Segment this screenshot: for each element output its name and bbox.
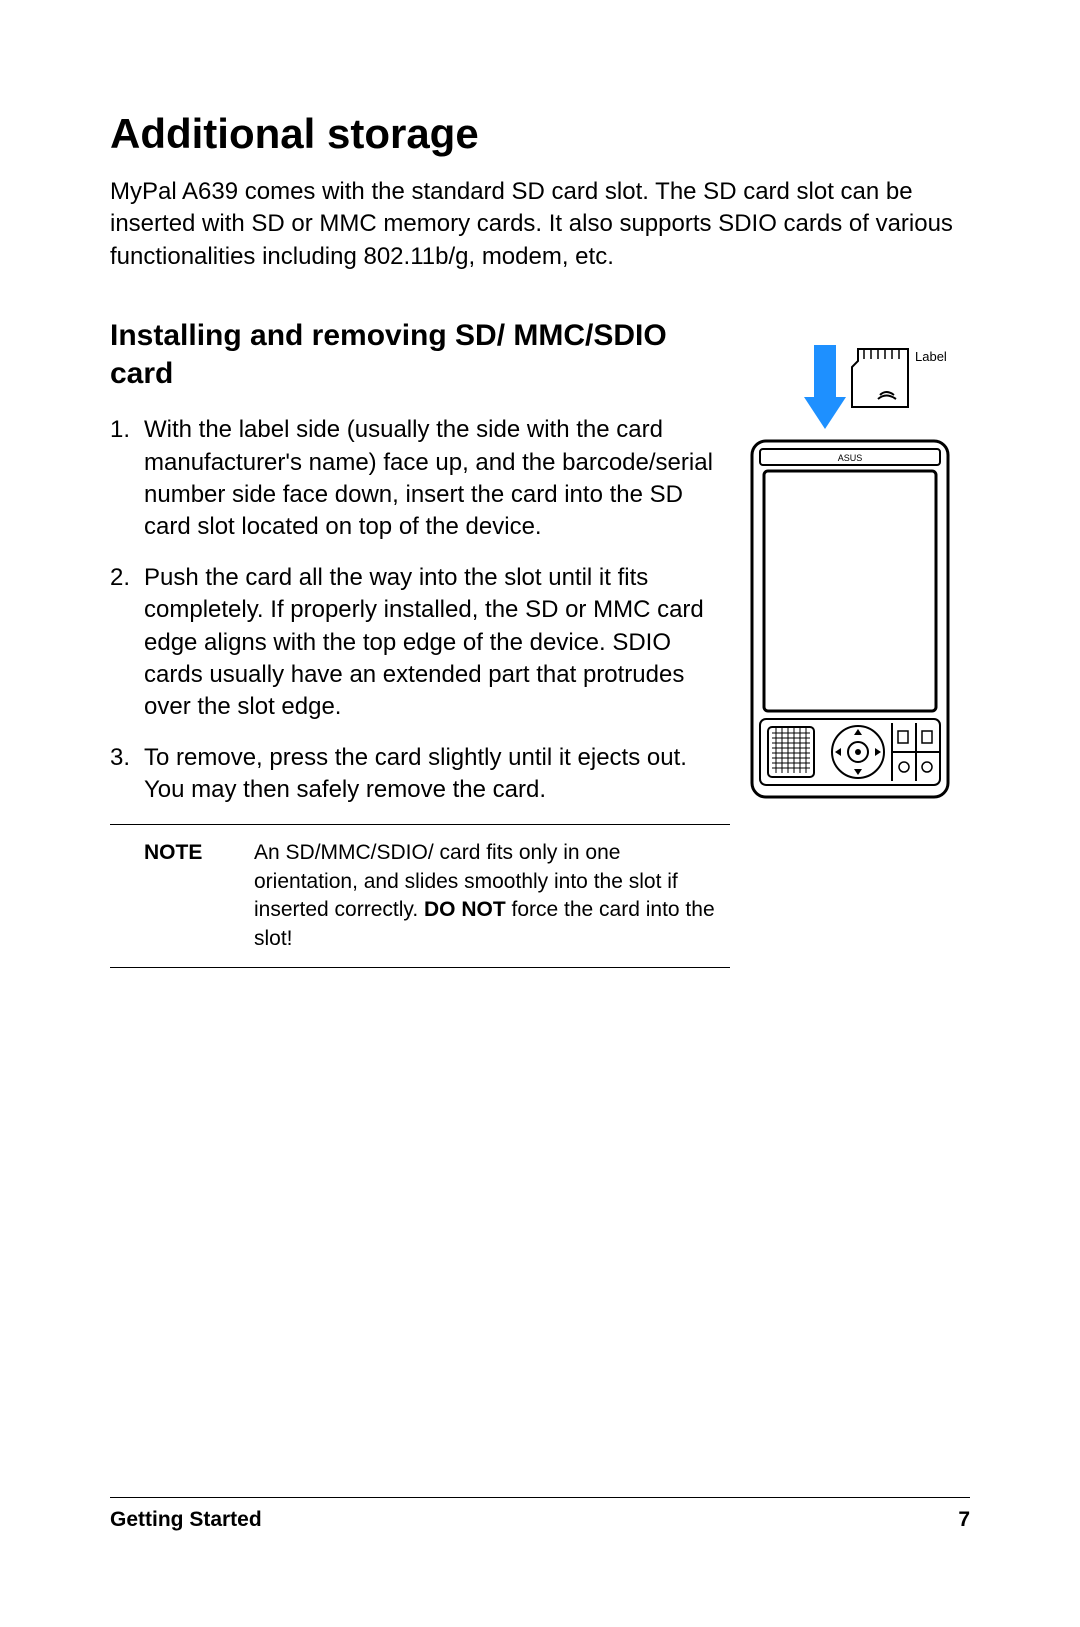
- list-number: 1.: [110, 414, 144, 544]
- sd-card-icon: [852, 349, 908, 407]
- list-number: 2.: [110, 562, 144, 724]
- intro-paragraph: MyPal A639 comes with the standard SD ca…: [110, 176, 970, 273]
- section-subtitle: Installing and removing SD/ MMC/SDIO car…: [110, 317, 730, 392]
- diagram-column: Label: [740, 317, 970, 812]
- footer-section-name: Getting Started: [110, 1508, 262, 1532]
- list-text: To remove, press the card slightly until…: [144, 742, 730, 807]
- instruction-list: 1. With the label side (usually the side…: [110, 414, 730, 806]
- page-title: Additional storage: [110, 110, 970, 158]
- pda-device-icon: ASUS: [752, 441, 948, 797]
- list-item: 1. With the label side (usually the side…: [110, 414, 730, 544]
- footer-page-number: 7: [958, 1508, 970, 1532]
- content-columns: Installing and removing SD/ MMC/SDIO car…: [110, 317, 970, 968]
- insert-arrow-icon: [804, 345, 846, 429]
- note-label: NOTE: [144, 839, 254, 952]
- diagram-label-text: Label: [915, 349, 947, 364]
- list-number: 3.: [110, 742, 144, 807]
- text-column: Installing and removing SD/ MMC/SDIO car…: [110, 317, 730, 968]
- device-brand-text: ASUS: [838, 453, 863, 463]
- list-item: 2. Push the card all the way into the sl…: [110, 562, 730, 724]
- page-footer: Getting Started 7: [110, 1497, 970, 1532]
- list-text: With the label side (usually the side wi…: [144, 414, 730, 544]
- note-emphasis: DO NOT: [424, 898, 506, 921]
- note-text: An SD/MMC/SDIO/ card fits only in one or…: [254, 839, 730, 952]
- list-text: Push the card all the way into the slot …: [144, 562, 730, 724]
- note-callout: NOTE An SD/MMC/SDIO/ card fits only in o…: [110, 824, 730, 967]
- list-item: 3. To remove, press the card slightly un…: [110, 742, 730, 807]
- document-page: Additional storage MyPal A639 comes with…: [0, 0, 1080, 1627]
- device-diagram: Label: [740, 337, 960, 807]
